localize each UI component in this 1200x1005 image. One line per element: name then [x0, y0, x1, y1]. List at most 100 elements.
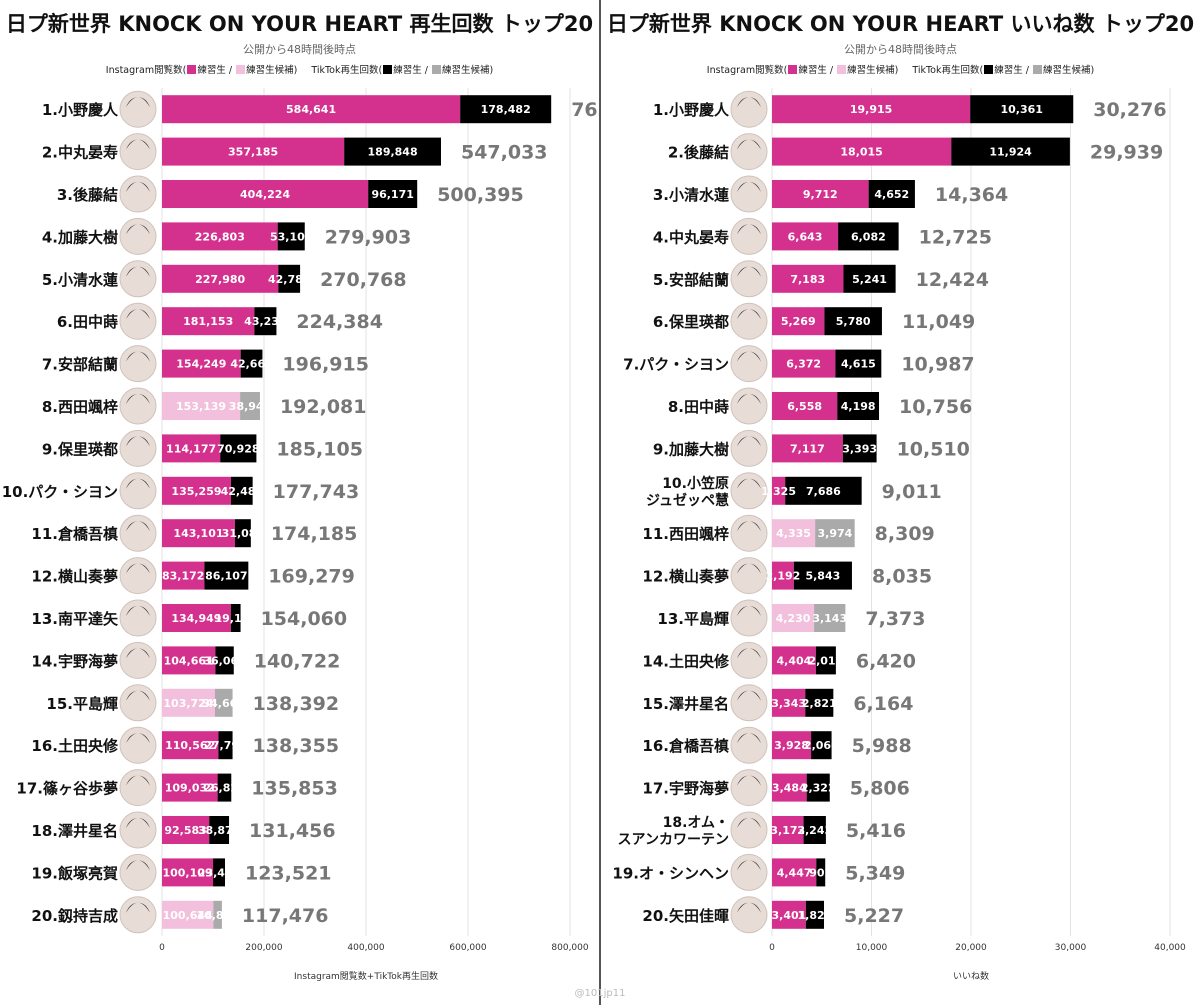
legend-swatch-tiktok-trainee	[984, 65, 994, 74]
tiktok-bar	[213, 858, 225, 887]
tiktok-value-label: 38,873	[198, 824, 240, 837]
instagram-bar	[162, 858, 214, 887]
instagram-bar	[162, 349, 241, 378]
tiktok-bar	[842, 434, 877, 463]
bar-row: 8.田中蒔 6,558 4,198 10,756	[668, 387, 972, 425]
instagram-bar	[772, 646, 816, 675]
member-name-label: 6.田中蒔	[57, 313, 118, 331]
chart-subtitle: 公開から48時間後時点	[243, 43, 356, 56]
avatar	[119, 599, 157, 637]
tiktok-bar	[218, 731, 233, 760]
total-value-label: 14,364	[935, 184, 1008, 206]
total-value-label: 11,049	[902, 311, 975, 333]
avatar	[730, 217, 768, 255]
avatar-hair	[126, 733, 150, 744]
avatar	[730, 896, 768, 934]
member-name-label: 13.平島輝	[657, 610, 729, 628]
x-tick-label: 0	[159, 943, 165, 953]
tiktok-value-label: 70,928	[217, 442, 259, 455]
avatar	[119, 260, 157, 298]
avatar	[730, 684, 768, 722]
avatar-hair	[126, 563, 150, 574]
tiktok-value-label: 42,666	[230, 358, 273, 371]
bar-row: 9.加藤大樹 7,117 3,393 10,510	[653, 429, 970, 467]
avatar	[119, 90, 157, 128]
avatar-hair	[737, 775, 761, 786]
instagram-value-label: 3,401	[772, 909, 807, 922]
bar-row: 6.保里瑛都 5,269 5,780 11,049	[653, 302, 975, 340]
bar-row: 13.平島輝 4,230 3,143 7,373	[657, 599, 925, 637]
member-name-label: 20.釼持吉成	[31, 907, 118, 925]
bar-row: 4.中丸晏寿 6,643 6,082 12,725	[653, 217, 992, 255]
avatar	[730, 641, 768, 679]
avatar-hair	[737, 266, 761, 277]
legend-trainee-label: 練習生	[798, 65, 827, 76]
instagram-bar	[162, 519, 235, 548]
tiktok-bar	[230, 604, 241, 632]
member-name-label: 15.澤井星名	[642, 695, 729, 713]
total-value-label: 763,123	[571, 99, 599, 121]
instagram-bar	[162, 816, 210, 844]
tiktok-bar	[815, 519, 855, 548]
instagram-bar	[162, 688, 215, 717]
panel-divider	[599, 0, 601, 1005]
member-name-label: 16.倉橋吾槙	[642, 737, 729, 755]
instagram-bar	[772, 688, 806, 717]
tiktok-bar	[344, 137, 441, 166]
avatar-hair	[737, 563, 761, 574]
avatar	[119, 429, 157, 467]
bar-row: 4.加藤大樹 226,803 53,100 279,903	[42, 217, 411, 255]
avatar	[119, 133, 157, 171]
total-value-label: 138,355	[253, 735, 340, 757]
instagram-bar	[162, 434, 221, 463]
legend-trainee-label-2: 練習生	[994, 65, 1023, 76]
total-value-label: 131,456	[249, 820, 336, 842]
avatar	[730, 514, 768, 552]
instagram-value-label: 154,249	[176, 358, 226, 371]
avatar	[119, 217, 157, 255]
avatar	[119, 811, 157, 849]
avatar-hair	[737, 606, 761, 616]
legend-instagram-label: Instagram閲覧数(	[706, 65, 788, 76]
avatar-hair	[737, 818, 761, 828]
instagram-bar	[162, 137, 345, 166]
instagram-bar	[772, 731, 812, 760]
avatar	[119, 684, 157, 722]
avatar-hair	[126, 266, 150, 277]
avatar	[730, 726, 768, 764]
avatar	[730, 133, 768, 171]
tiktok-value-label: 4,652	[874, 188, 909, 201]
avatar-hair	[737, 860, 761, 871]
instagram-value-label: 4,404	[777, 654, 812, 667]
x-tick-label: 30,000	[1055, 943, 1087, 953]
instagram-value-label: 3,928	[774, 739, 809, 752]
chart-title: 日プ新世界 KNOCK ON YOUR HEART いいね数 トップ20	[606, 12, 1195, 36]
tiktok-bar	[835, 349, 882, 378]
member-name-label: 17.宇野海夢	[642, 780, 729, 798]
tiktok-bar	[811, 731, 832, 760]
member-name-label: 3.小清水蓮	[653, 186, 729, 204]
bar-row: 10.パク・シヨン 135,259 42,484 177,743	[2, 472, 359, 510]
instagram-value-label: 226,803	[195, 230, 245, 243]
tiktok-bar	[217, 773, 232, 802]
member-name-label: 4.中丸晏寿	[653, 228, 729, 246]
tiktok-bar	[951, 137, 1070, 166]
x-tick-label: 40,000	[1154, 943, 1186, 953]
x-tick-label: 400,000	[347, 943, 384, 953]
tiktok-bar	[970, 95, 1074, 124]
legend-instagram-label: Instagram閲覧数(	[105, 65, 187, 76]
total-value-label: 29,939	[1090, 142, 1163, 164]
instagram-value-label: 110,562	[165, 739, 215, 752]
avatar	[119, 853, 157, 891]
avatar	[730, 429, 768, 467]
avatar-hair	[737, 733, 761, 744]
avatar	[730, 472, 768, 510]
avatar-hair	[737, 139, 761, 150]
avatar	[119, 514, 157, 552]
tiktok-value-label: 53,100	[270, 230, 313, 243]
member-name-label: 5.安部結蘭	[653, 271, 729, 289]
total-value-label: 12,424	[916, 269, 989, 291]
